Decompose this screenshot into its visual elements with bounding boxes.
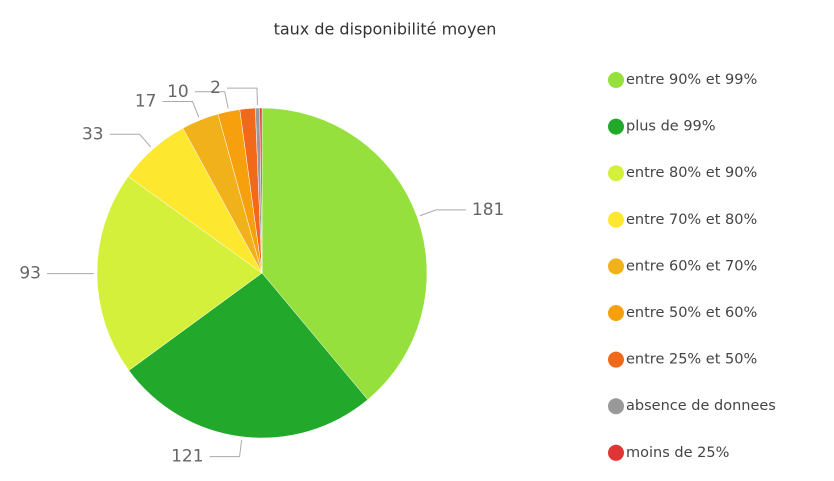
pie-slice — [261, 107, 428, 400]
pie-slice — [96, 176, 263, 371]
leader-line — [209, 439, 243, 458]
leader-line — [162, 101, 200, 118]
legend-label: moins de 25% — [626, 445, 729, 461]
legend-label: entre 70% et 80% — [626, 212, 757, 228]
leader-line — [194, 91, 229, 109]
leader-line — [109, 133, 152, 148]
legend-label: entre 25% et 50% — [626, 352, 757, 368]
data-label: 10 — [167, 82, 189, 102]
chart-title: taux de disponibilité moyen — [274, 20, 497, 39]
legend-label: entre 90% et 99% — [626, 72, 757, 88]
legend-marker — [608, 211, 624, 228]
legend-marker — [608, 444, 624, 461]
legend-marker — [608, 72, 624, 88]
legend-label: entre 50% et 60% — [626, 305, 757, 321]
legend-label: absence de donnees — [626, 398, 776, 414]
legend-marker — [608, 305, 624, 321]
leader-line — [419, 209, 466, 217]
legend-marker — [608, 165, 624, 182]
legend-marker — [608, 351, 624, 368]
data-label: 2 — [210, 78, 221, 98]
legend-marker — [608, 118, 624, 135]
legend-label: entre 60% et 70% — [626, 258, 757, 274]
legend-label: plus de 99% — [626, 119, 716, 135]
data-label: 33 — [82, 124, 104, 144]
legend-label: entre 80% et 90% — [626, 165, 757, 181]
data-label: 17 — [135, 92, 157, 112]
pie-slice — [259, 107, 263, 274]
legend-marker — [608, 398, 624, 415]
leader-line — [227, 87, 258, 106]
data-label: 181 — [472, 200, 504, 220]
data-label: 121 — [171, 447, 203, 467]
pie-slice — [128, 272, 369, 439]
data-label: 93 — [19, 264, 41, 284]
legend-marker — [608, 258, 624, 275]
